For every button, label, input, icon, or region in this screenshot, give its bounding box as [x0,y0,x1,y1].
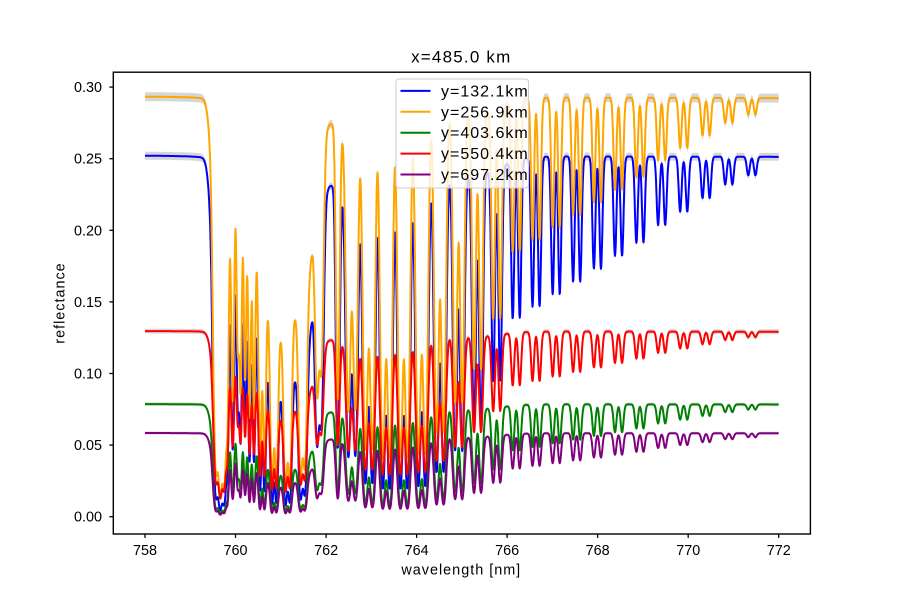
svg-text:762: 762 [314,543,338,559]
svg-text:0.00: 0.00 [74,510,102,526]
svg-text:764: 764 [405,543,429,559]
svg-text:y=132.1km: y=132.1km [441,83,529,100]
svg-text:758: 758 [133,543,157,559]
svg-text:x=485.0 km: x=485.0 km [411,47,511,66]
svg-text:0.05: 0.05 [74,438,102,454]
svg-text:0.25: 0.25 [74,152,102,168]
svg-text:0.15: 0.15 [74,295,102,311]
svg-text:y=256.9km: y=256.9km [441,104,529,121]
svg-text:768: 768 [586,543,610,559]
svg-text:0.30: 0.30 [74,80,102,96]
svg-text:y=550.4km: y=550.4km [441,146,529,163]
svg-text:760: 760 [223,543,247,559]
svg-text:766: 766 [495,543,519,559]
svg-text:772: 772 [767,543,791,559]
svg-text:0.20: 0.20 [74,223,102,239]
svg-text:0.10: 0.10 [74,367,102,383]
svg-text:wavelength [nm]: wavelength [nm] [400,562,521,578]
svg-text:770: 770 [676,543,700,559]
svg-text:y=403.6km: y=403.6km [441,125,529,142]
svg-text:y=697.2km: y=697.2km [441,167,529,184]
svg-text:reflectance: reflectance [53,262,69,343]
